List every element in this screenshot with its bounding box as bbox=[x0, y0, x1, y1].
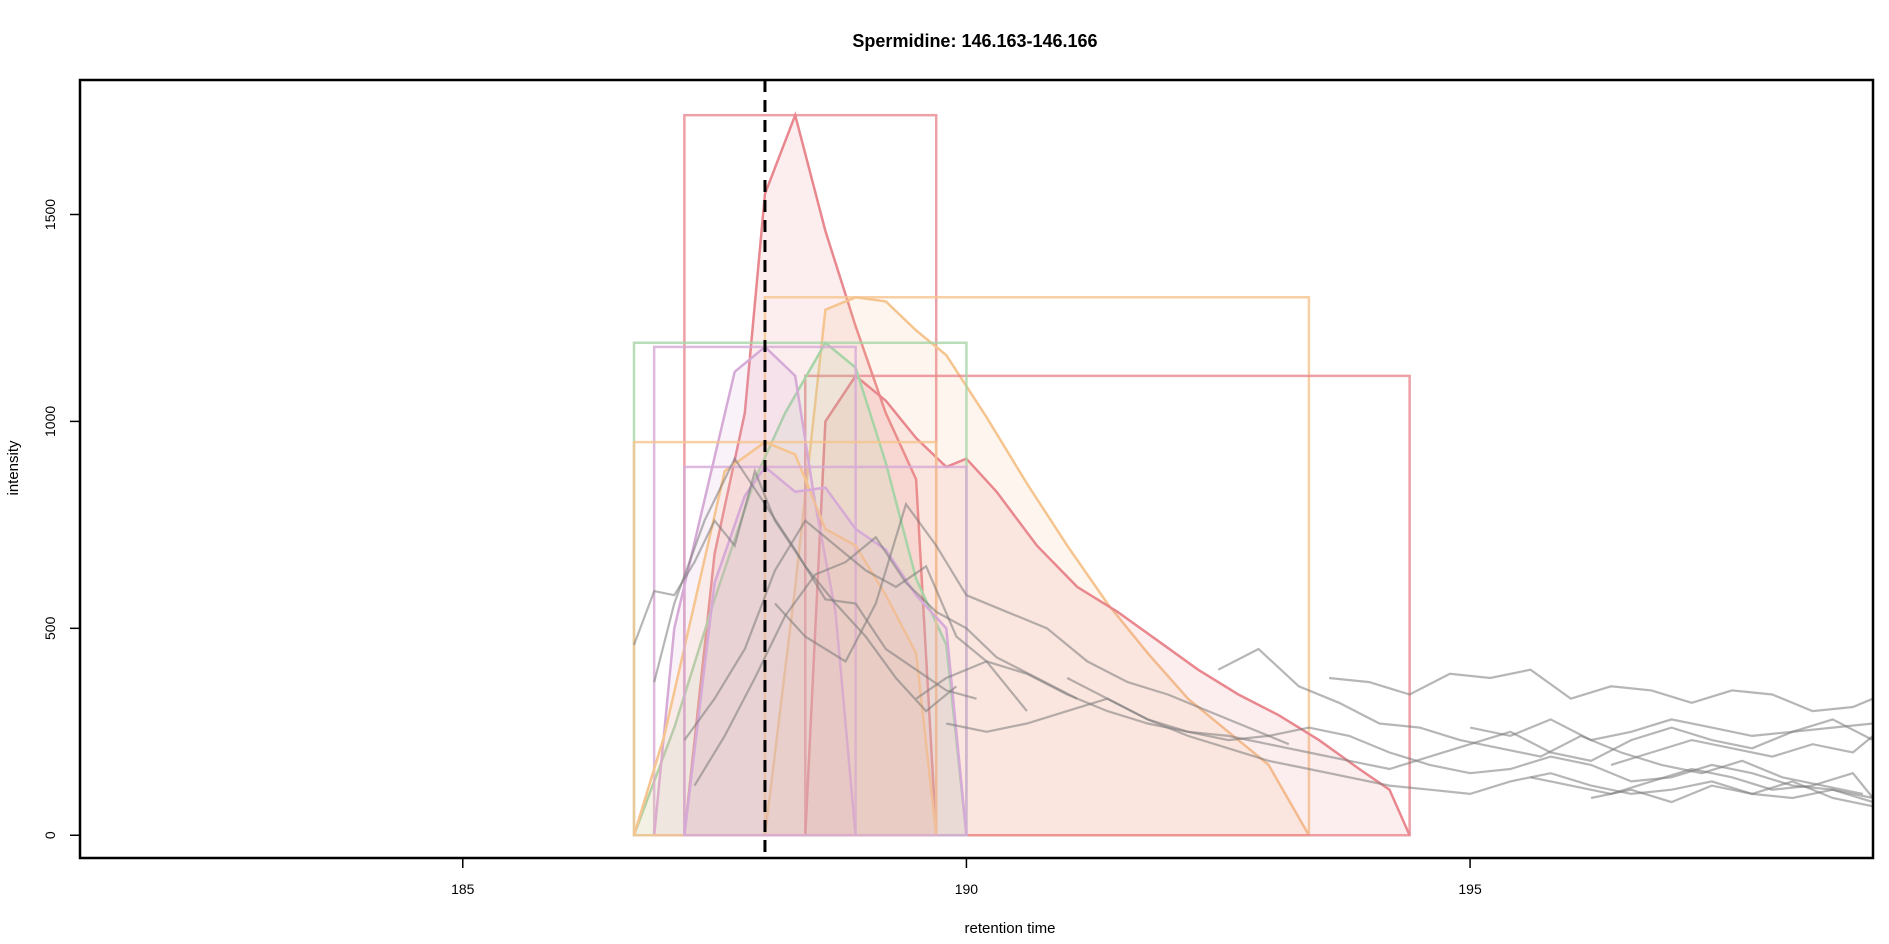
trace-line-13 bbox=[1610, 735, 1874, 766]
peak-line-0 bbox=[683, 111, 938, 836]
y-tick-label: 1500 bbox=[42, 199, 58, 230]
x-tick-label: 185 bbox=[451, 881, 475, 897]
chart-title: Spermidine: 146.163-146.166 bbox=[852, 31, 1097, 51]
peak-box-6 bbox=[683, 465, 968, 837]
y-tick-label: 500 bbox=[42, 616, 58, 640]
trace-line-3 bbox=[693, 535, 1078, 787]
y-axis-label: intensity bbox=[5, 440, 22, 496]
peak-box-2 bbox=[804, 374, 1411, 837]
trace-line-5 bbox=[915, 660, 1874, 800]
y-tick-label: 0 bbox=[42, 831, 58, 839]
trace-line-10 bbox=[1469, 718, 1874, 742]
trace-line-12 bbox=[1590, 780, 1874, 808]
peak-areas bbox=[632, 111, 1411, 837]
plot-frame bbox=[78, 78, 1875, 860]
x-axis-label: retention time bbox=[965, 920, 1056, 937]
trace-line-0 bbox=[632, 467, 958, 713]
peak-line-2 bbox=[804, 374, 1411, 836]
trace-line-4 bbox=[774, 501, 1290, 746]
trace-line-7 bbox=[1066, 677, 1874, 804]
peak-area-6 bbox=[684, 466, 967, 836]
trace-line-6 bbox=[946, 697, 1874, 771]
trace-line-8 bbox=[1217, 647, 1864, 795]
axes: 185 190 195 0 500 1000 1500 bbox=[42, 78, 1875, 897]
x-tick-label: 195 bbox=[1458, 881, 1482, 897]
peak-line-1 bbox=[763, 296, 1310, 836]
y-tick-label: 1000 bbox=[42, 406, 58, 437]
background-traces bbox=[632, 456, 1874, 808]
trace-line-9 bbox=[1328, 668, 1874, 713]
trace-line-1 bbox=[653, 456, 977, 700]
peak-area-1 bbox=[765, 297, 1309, 836]
x-tick-label: 190 bbox=[955, 881, 979, 897]
peak-line-6 bbox=[683, 465, 968, 836]
trace-line-11 bbox=[1530, 767, 1874, 799]
